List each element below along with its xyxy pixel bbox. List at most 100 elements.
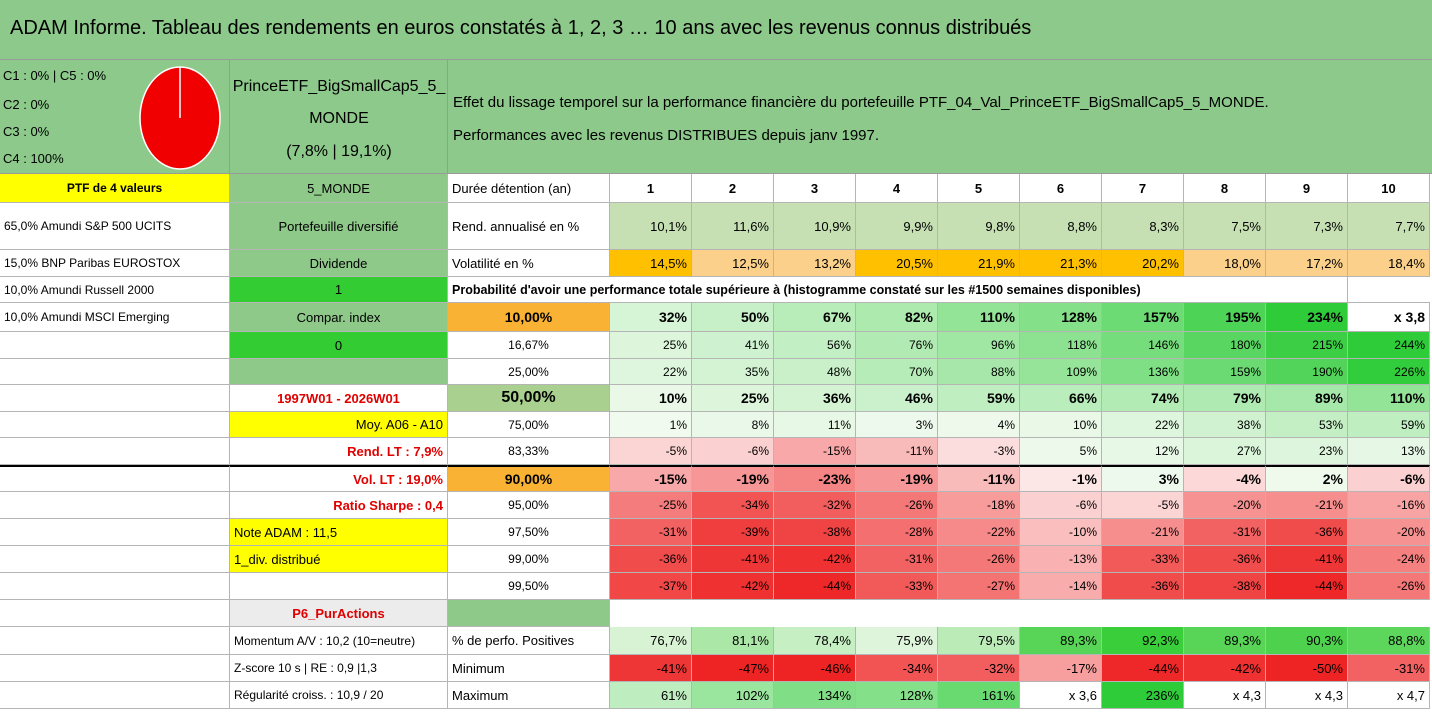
label-cell: 90,00% <box>448 465 610 492</box>
value-cell: 161% <box>938 682 1020 709</box>
info-cell: Moy. A06 - A10 <box>230 412 448 438</box>
value-cell: -32% <box>938 655 1020 682</box>
value-cell: 4 <box>856 174 938 203</box>
value-cell: 102% <box>692 682 774 709</box>
value-cell: -19% <box>856 465 938 492</box>
value-cell: -21% <box>1102 519 1184 546</box>
info-cell <box>230 573 448 600</box>
value-cell: 134% <box>774 682 856 709</box>
value-cell: 82% <box>856 303 938 332</box>
value-cell: 13,2% <box>774 250 856 277</box>
value-cell: 48% <box>774 359 856 385</box>
value-cell: 56% <box>774 332 856 359</box>
value-cell: 215% <box>1266 332 1348 359</box>
value-cell: -47% <box>692 655 774 682</box>
value-cell: 11% <box>774 412 856 438</box>
holding-cell: 10,0% Amundi Russell 2000 <box>0 277 230 303</box>
value-cell: 79% <box>1184 385 1266 412</box>
info-cell: 1_div. distribué <box>230 546 448 573</box>
value-cell: 234% <box>1266 303 1348 332</box>
value-cell: -26% <box>938 546 1020 573</box>
value-cell: 12% <box>1102 438 1184 465</box>
allocation-line: C3 : 0% <box>3 124 50 139</box>
value-cell: -3% <box>938 438 1020 465</box>
value-cell: 128% <box>1020 303 1102 332</box>
value-cell: -24% <box>1348 546 1430 573</box>
description-line: Performances avec les revenus DISTRIBUES… <box>453 127 880 144</box>
value-cell: 70% <box>856 359 938 385</box>
info-cell: Z-score 10 s | RE : 0,9 |1,3 <box>230 655 448 682</box>
value-cell: -39% <box>692 519 774 546</box>
value-cell: 6 <box>1020 174 1102 203</box>
value-cell: -36% <box>1184 546 1266 573</box>
value-cell: 81,1% <box>692 627 774 655</box>
info-cell: 1 <box>230 277 448 303</box>
value-cell: x 3,6 <box>1020 682 1102 709</box>
holding-cell <box>0 519 230 546</box>
value-cell: -31% <box>610 519 692 546</box>
info-cell: 0 <box>230 332 448 359</box>
holding-cell <box>0 385 230 412</box>
label-cell: Maximum <box>448 682 610 709</box>
allocation-line: C1 : 0% | C5 : 0% <box>3 68 107 83</box>
value-cell: 88,8% <box>1348 627 1430 655</box>
value-cell: -4% <box>1184 465 1266 492</box>
value-cell: 17,2% <box>1266 250 1348 277</box>
value-cell: 7 <box>1102 174 1184 203</box>
value-cell: -5% <box>610 438 692 465</box>
label-cell: Probabilité d'avoir une performance tota… <box>448 277 1348 303</box>
value-cell: 7,5% <box>1184 203 1266 250</box>
holding-cell <box>0 627 230 655</box>
value-cell: 236% <box>1102 682 1184 709</box>
portfolio-box: PrinceETF_BigSmallCap5_5_ MONDE (7,8% | … <box>230 60 448 174</box>
value-cell: 10 <box>1348 174 1430 203</box>
info-cell: Ratio Sharpe : 0,4 <box>230 492 448 519</box>
value-cell: 3 <box>774 174 856 203</box>
holding-cell <box>0 655 230 682</box>
label-cell: 50,00% <box>448 385 610 412</box>
value-cell: 89,3% <box>1184 627 1266 655</box>
value-cell: 146% <box>1102 332 1184 359</box>
holding-cell <box>0 573 230 600</box>
value-cell: -6% <box>692 438 774 465</box>
value-cell: 89,3% <box>1020 627 1102 655</box>
holding-cell <box>0 682 230 709</box>
value-cell: 159% <box>1184 359 1266 385</box>
value-cell: -25% <box>610 492 692 519</box>
value-cell: 5% <box>1020 438 1102 465</box>
label-cell: 16,67% <box>448 332 610 359</box>
value-cell: -42% <box>774 546 856 573</box>
value-cell <box>1348 277 1430 303</box>
value-cell <box>610 600 1430 627</box>
value-cell: -21% <box>1266 492 1348 519</box>
allocation-box: C1 : 0% | C5 : 0% C2 : 0% C3 : 0% C4 : 1… <box>0 60 230 174</box>
title: ADAM Informe. Tableau des rendements en … <box>10 17 1032 39</box>
info-cell: Dividende <box>230 250 448 277</box>
value-cell: -34% <box>856 655 938 682</box>
description-box: Effet du lissage temporel sur la perform… <box>448 60 1432 174</box>
value-cell: x 4,3 <box>1184 682 1266 709</box>
value-cell: -38% <box>774 519 856 546</box>
value-cell: 89% <box>1266 385 1348 412</box>
holding-cell <box>0 465 230 492</box>
value-cell: 92,3% <box>1102 627 1184 655</box>
value-cell: 12,5% <box>692 250 774 277</box>
value-cell: 10% <box>610 385 692 412</box>
value-cell: -36% <box>1266 519 1348 546</box>
value-cell: -15% <box>774 438 856 465</box>
value-cell: -27% <box>938 573 1020 600</box>
holding-cell <box>0 492 230 519</box>
value-cell: x 3,8 <box>1348 303 1430 332</box>
value-cell: 110% <box>1348 385 1430 412</box>
value-cell: 244% <box>1348 332 1430 359</box>
portfolio-line: (7,8% | 19,1%) <box>286 143 392 160</box>
value-cell: 9,9% <box>856 203 938 250</box>
label-cell: 10,00% <box>448 303 610 332</box>
value-cell: 21,3% <box>1020 250 1102 277</box>
value-cell: -42% <box>692 573 774 600</box>
value-cell: 59% <box>938 385 1020 412</box>
value-cell: 118% <box>1020 332 1102 359</box>
value-cell: -14% <box>1020 573 1102 600</box>
value-cell: 36% <box>774 385 856 412</box>
holding-cell <box>0 412 230 438</box>
